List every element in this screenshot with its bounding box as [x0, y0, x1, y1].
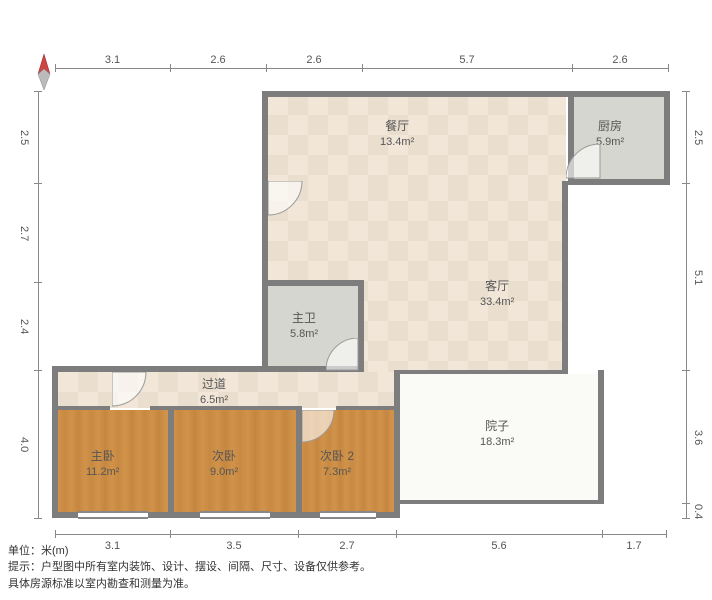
- dim-bottom: 1.7: [602, 540, 666, 552]
- wall: [168, 406, 174, 514]
- dim-right: 0.4: [692, 504, 704, 519]
- room-label-客厅: 客厅33.4m²: [480, 278, 514, 310]
- compass-north-icon: [32, 52, 56, 92]
- room-label-次卧: 次卧9.0m²: [210, 448, 238, 480]
- wall: [598, 370, 604, 504]
- dim-left: 2.5: [18, 130, 30, 145]
- dim-left: 4.0: [18, 437, 30, 452]
- dim-right: 3.6: [692, 430, 704, 445]
- door-bathroom: [326, 338, 360, 372]
- door-bed2: [302, 410, 336, 444]
- dim-top: 2.6: [266, 54, 362, 66]
- wall: [262, 91, 670, 97]
- dim-right: 5.1: [692, 270, 704, 285]
- disclaimer-1: 提示：户型图中所有室内装饰、设计、摆设、间隔、尺寸、设备仅供参考。: [8, 559, 371, 576]
- room-label-餐厅: 餐厅13.4m²: [380, 118, 414, 150]
- room-label-次卧 2: 次卧 27.3m²: [320, 448, 354, 480]
- dim-left: 2.4: [18, 319, 30, 334]
- wall: [664, 91, 670, 185]
- wall: [52, 366, 58, 518]
- room-label-院子: 院子18.3m²: [480, 418, 514, 450]
- disclaimer-2: 具体房源标准以室内勘查和测量为准。: [8, 576, 371, 593]
- dim-line-bottom: [55, 534, 666, 535]
- window: [320, 511, 376, 519]
- dim-right: 2.5: [692, 130, 704, 145]
- wall: [262, 91, 268, 371]
- dim-top: 2.6: [572, 54, 668, 66]
- room-label-主卧: 主卧11.2m²: [86, 448, 119, 480]
- wall: [150, 406, 302, 410]
- wall: [336, 406, 398, 410]
- dim-bottom: 5.6: [396, 540, 602, 552]
- room-label-主卫: 主卫5.8m²: [290, 310, 318, 342]
- room-label-过道: 过道6.5m²: [200, 376, 228, 408]
- door-dining: [268, 181, 304, 217]
- wall: [398, 500, 602, 504]
- wall: [394, 370, 400, 518]
- unit-label: 单位：米(m): [8, 543, 371, 560]
- dim-left: 2.7: [18, 226, 30, 241]
- dim-top: 2.6: [170, 54, 266, 66]
- door-master: [112, 372, 148, 408]
- floorplan-canvas: 3.12.62.65.72.6 3.13.52.75.61.7 2.52.72.…: [0, 0, 712, 600]
- window: [200, 511, 270, 519]
- wall: [58, 406, 110, 410]
- dim-top: 5.7: [362, 54, 572, 66]
- window: [78, 511, 148, 519]
- room-餐厅: [268, 95, 566, 181]
- wall: [52, 366, 266, 372]
- wall: [394, 370, 566, 374]
- dim-top: 3.1: [55, 54, 170, 66]
- door-kitchen: [566, 144, 602, 180]
- dim-line-right: [686, 91, 687, 518]
- wall: [262, 280, 362, 286]
- footer-notes: 单位：米(m) 提示：户型图中所有室内装饰、设计、摆设、间隔、尺寸、设备仅供参考…: [8, 543, 371, 593]
- wall: [562, 181, 568, 374]
- dim-line-left: [38, 91, 39, 518]
